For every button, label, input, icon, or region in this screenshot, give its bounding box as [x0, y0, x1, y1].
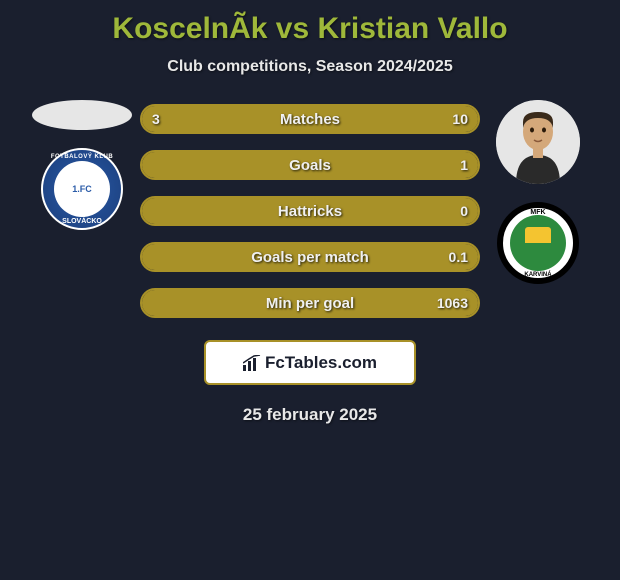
- date-text: 25 february 2025: [243, 405, 377, 425]
- club-left-badge: FOTBALOVÝ KLUB 1.FC SLOVÁCKO: [41, 148, 123, 230]
- club-left-inner-ring: 1.FC: [54, 161, 110, 217]
- stat-label: Min per goal: [266, 295, 354, 312]
- stat-label: Goals: [289, 157, 331, 174]
- chart-icon: [243, 355, 261, 371]
- stat-value-right: 1: [460, 157, 468, 173]
- player-left-column: FOTBALOVÝ KLUB 1.FC SLOVÁCKO: [32, 100, 132, 230]
- player-left-avatar: [32, 100, 132, 130]
- club-right-bottom-text: KARVINÁ: [524, 272, 551, 278]
- bar-fill-right: [219, 106, 478, 132]
- stat-label: Goals per match: [251, 249, 369, 266]
- stat-label: Hattricks: [278, 203, 342, 220]
- stat-bar: Min per goal 1063: [140, 288, 480, 318]
- player-right-column: MFK KARVINÁ: [488, 100, 588, 284]
- brand-text: FcTables.com: [265, 353, 377, 373]
- stat-value-left: 3: [152, 111, 160, 127]
- stat-value-right: 10: [452, 111, 468, 127]
- brand-box: FcTables.com: [204, 340, 416, 385]
- stat-bar: Goals 1: [140, 150, 480, 180]
- stat-value-right: 0.1: [449, 249, 468, 265]
- comparison-row: FOTBALOVÝ KLUB 1.FC SLOVÁCKO 3Matches10G…: [0, 100, 620, 318]
- person-icon: [496, 100, 580, 184]
- player-right-avatar: [496, 100, 580, 184]
- stat-bar: Hattricks 0: [140, 196, 480, 226]
- stat-bars: 3 Matches 10 Goals 1 Hattricks 0 Goals per matc…: [140, 100, 480, 318]
- club-right-inner: [510, 215, 566, 271]
- stat-bar: 3 Matches 10: [140, 104, 480, 134]
- stat-bar: Goals per match 0.1: [140, 242, 480, 272]
- stat-value-right: 0: [460, 203, 468, 219]
- page-title: KoscelnÃk vs Kristian Vallo: [112, 12, 507, 46]
- subtitle: Club competitions, Season 2024/2025: [167, 58, 452, 76]
- stat-value-right: 1063: [437, 295, 468, 311]
- shield-icon: [525, 227, 551, 259]
- stat-label: Matches: [280, 111, 340, 128]
- club-left-bottom-text: SLOVÁCKO: [62, 218, 102, 225]
- club-left-center-text: 1.FC: [72, 185, 92, 194]
- club-left-top-text: FOTBALOVÝ KLUB: [51, 154, 113, 160]
- club-right-badge: MFK KARVINÁ: [497, 202, 579, 284]
